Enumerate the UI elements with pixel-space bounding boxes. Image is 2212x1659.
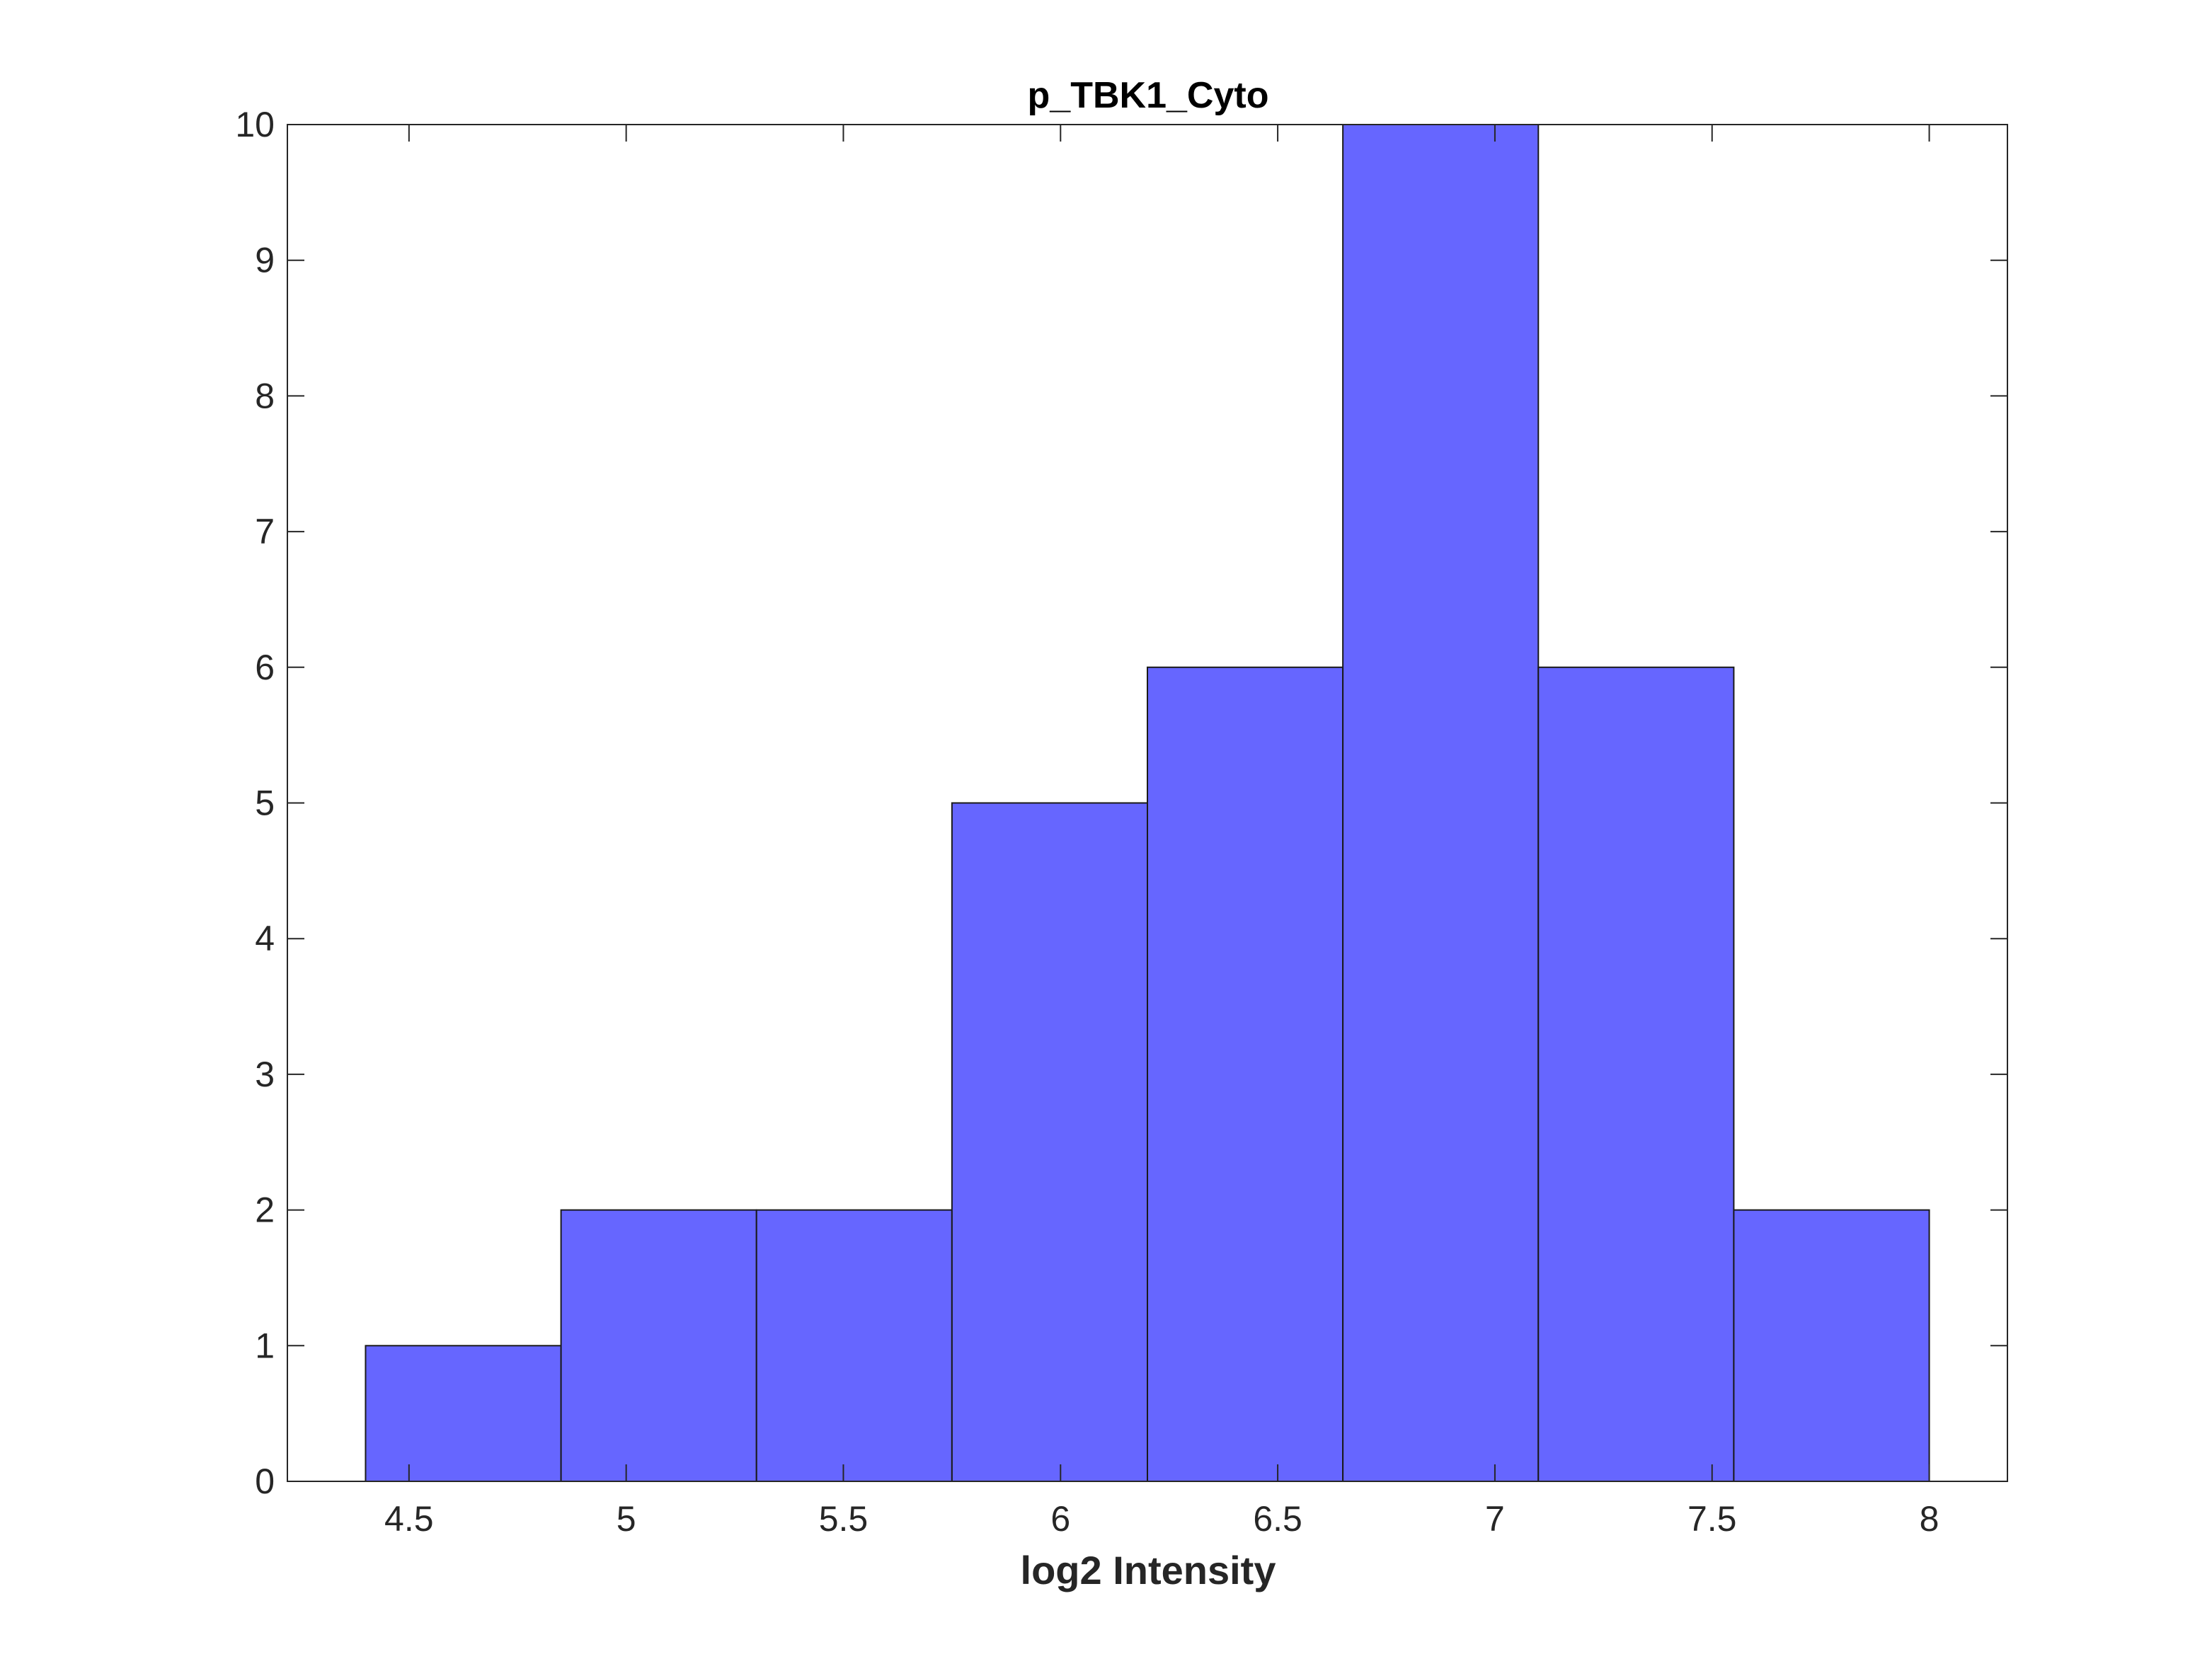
tick-labels: 4.5 5 5.5 6 6.5 7 7.5 8 0 1 2 3 4 5 6 7 8 9 10 [235,105,1939,1539]
x-tick-label-1: 4.5 [384,1499,434,1539]
y-tick-label-7: 6 [255,648,275,687]
x-tick-label-7: 7.5 [1687,1499,1737,1539]
y-tick-label-11: 10 [235,105,275,144]
y-tick-label-3: 2 [255,1190,275,1230]
chart-title: p_TBK1_Cyto [1028,75,1269,116]
y-tick-label-8: 7 [255,512,275,551]
histogram-bars [365,124,1930,1483]
y-tick-label-4: 3 [255,1055,275,1094]
y-tick-label-10: 9 [255,241,275,280]
y-tick-label-1: 0 [255,1462,275,1501]
axes-box [287,124,2008,1482]
histogram-bar-1 [365,1345,562,1483]
x-tick-label-2: 5 [617,1499,636,1539]
x-tick-label-6: 7 [1485,1499,1505,1539]
y-tick-label-6: 5 [255,783,275,823]
histogram-bar-3 [755,1209,953,1482]
x-tick-label-4: 6 [1050,1499,1070,1539]
x-tick-label-8: 8 [1920,1499,1939,1539]
y-tick-label-9: 8 [255,376,275,415]
histogram-bar-5 [1147,666,1344,1482]
y-tick-label-2: 1 [255,1326,275,1365]
x-tick-label-3: 5.5 [819,1499,869,1539]
x-tick-label-5: 6.5 [1253,1499,1302,1539]
y-tick-label-5: 4 [255,919,275,958]
x-axis-label: log2 Intensity [1021,1548,1276,1592]
histogram-bar-6 [1342,124,1540,1482]
histogram-bar-7 [1537,666,1735,1482]
histogram-bar-2 [560,1209,757,1482]
histogram-bar-8 [1733,1209,1930,1482]
histogram-bar-4 [951,802,1148,1482]
